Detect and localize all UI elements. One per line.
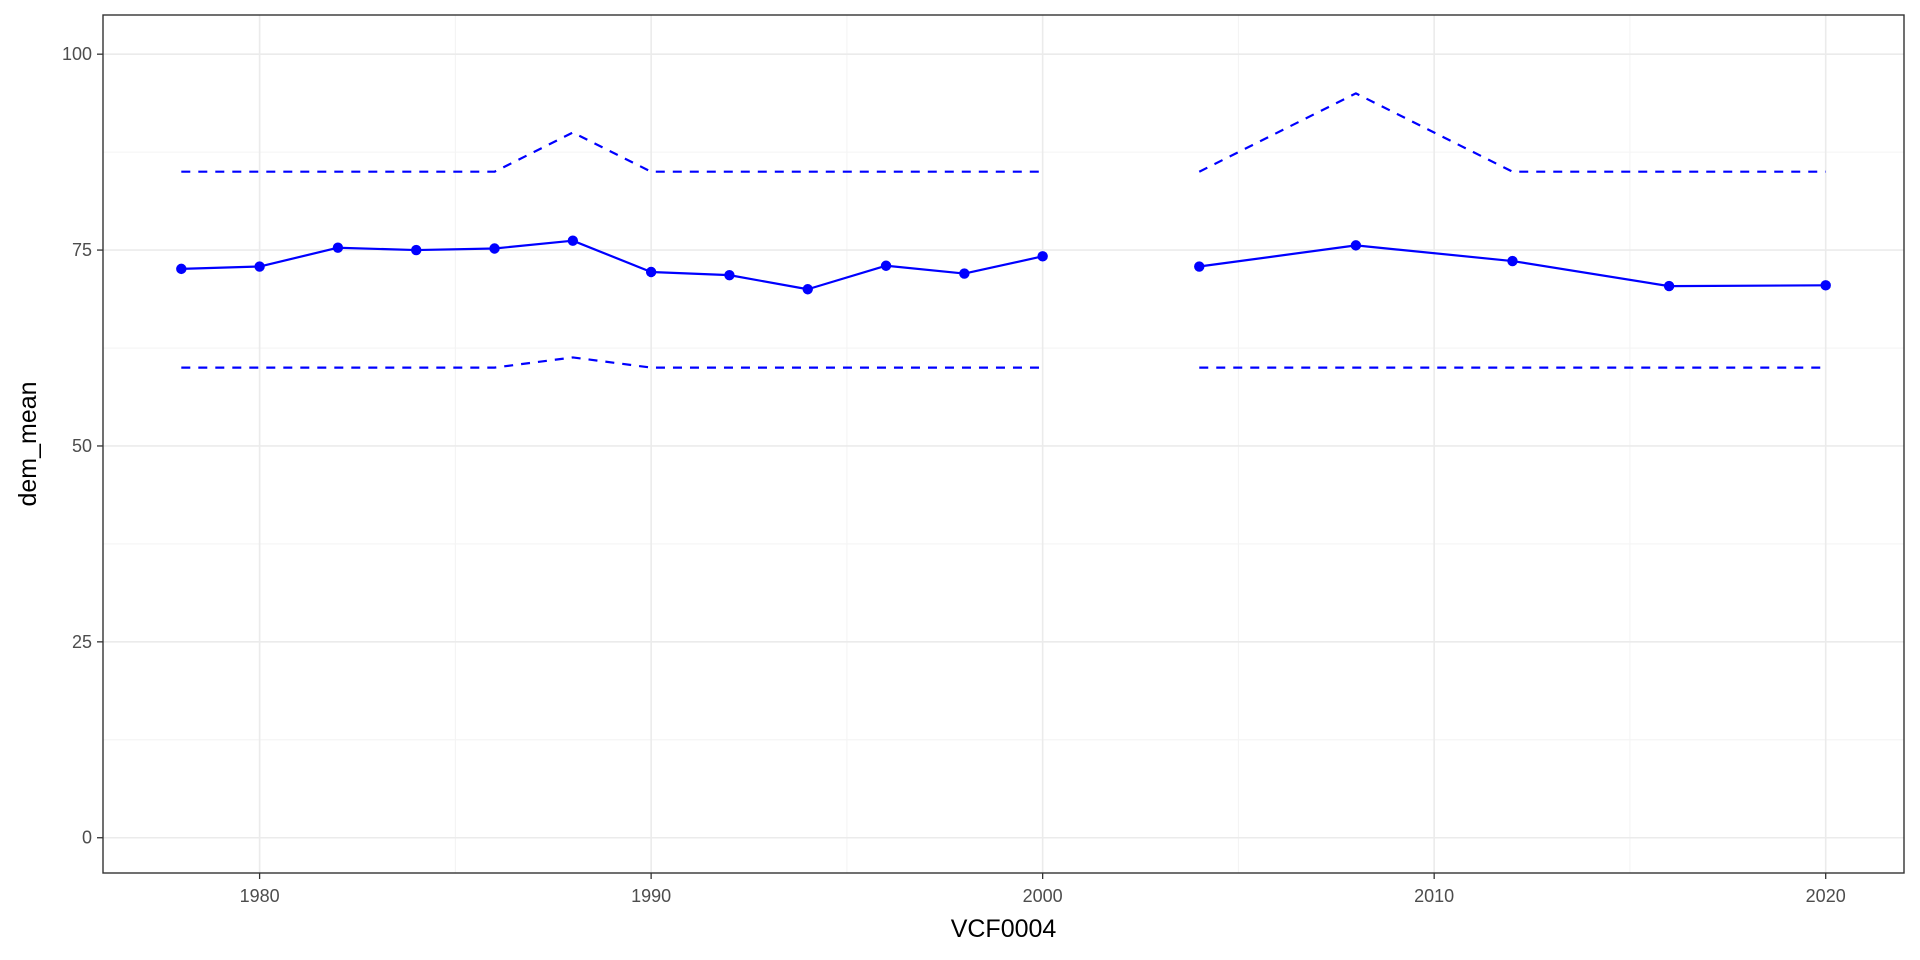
data-point bbox=[1194, 261, 1205, 272]
x-axis: 1980 1990 2000 2010 2020 bbox=[240, 873, 1846, 906]
data-point bbox=[1037, 251, 1048, 262]
x-tick-label: 2000 bbox=[1023, 886, 1063, 906]
y-tick-label: 75 bbox=[72, 240, 92, 260]
data-point bbox=[1820, 280, 1831, 291]
y-tick-label: 50 bbox=[72, 436, 92, 456]
y-axis-title: dem_mean bbox=[14, 381, 42, 506]
dashed-line-segment bbox=[181, 356, 1043, 369]
data-point bbox=[802, 284, 813, 295]
x-axis-title: VCF0004 bbox=[951, 915, 1057, 943]
data-point bbox=[567, 235, 579, 246]
dashed-series-line bbox=[181, 356, 1826, 369]
data-point bbox=[959, 268, 970, 279]
y-tick-label: 25 bbox=[72, 632, 92, 652]
data-point bbox=[411, 244, 422, 256]
mean-series bbox=[176, 235, 1831, 295]
x-tick-label: 2020 bbox=[1806, 886, 1846, 906]
data-point bbox=[880, 260, 892, 271]
y-tick-label: 100 bbox=[62, 44, 92, 64]
data-point bbox=[645, 266, 657, 278]
data-point bbox=[724, 269, 735, 281]
dashed-series-line bbox=[181, 92, 1826, 173]
data-point bbox=[176, 263, 187, 275]
x-tick-label: 1980 bbox=[240, 886, 280, 906]
data-point bbox=[489, 243, 500, 254]
y-axis: 0 25 50 75 100 bbox=[62, 44, 103, 848]
data-point bbox=[1350, 240, 1362, 251]
series-line-segment bbox=[181, 239, 1043, 291]
x-tick-label: 1990 bbox=[631, 886, 671, 906]
series-layer bbox=[176, 92, 1831, 369]
y-tick-label: 0 bbox=[82, 828, 92, 848]
data-point bbox=[254, 261, 265, 272]
panel-border bbox=[102, 14, 1905, 874]
x-tick-label: 2010 bbox=[1414, 886, 1454, 906]
major-gridlines bbox=[103, 15, 1904, 873]
data-point bbox=[1507, 255, 1518, 267]
minor-gridlines bbox=[103, 15, 1904, 873]
data-point bbox=[332, 242, 344, 253]
dashed-line-segment bbox=[181, 131, 1043, 173]
data-point bbox=[1663, 280, 1675, 292]
